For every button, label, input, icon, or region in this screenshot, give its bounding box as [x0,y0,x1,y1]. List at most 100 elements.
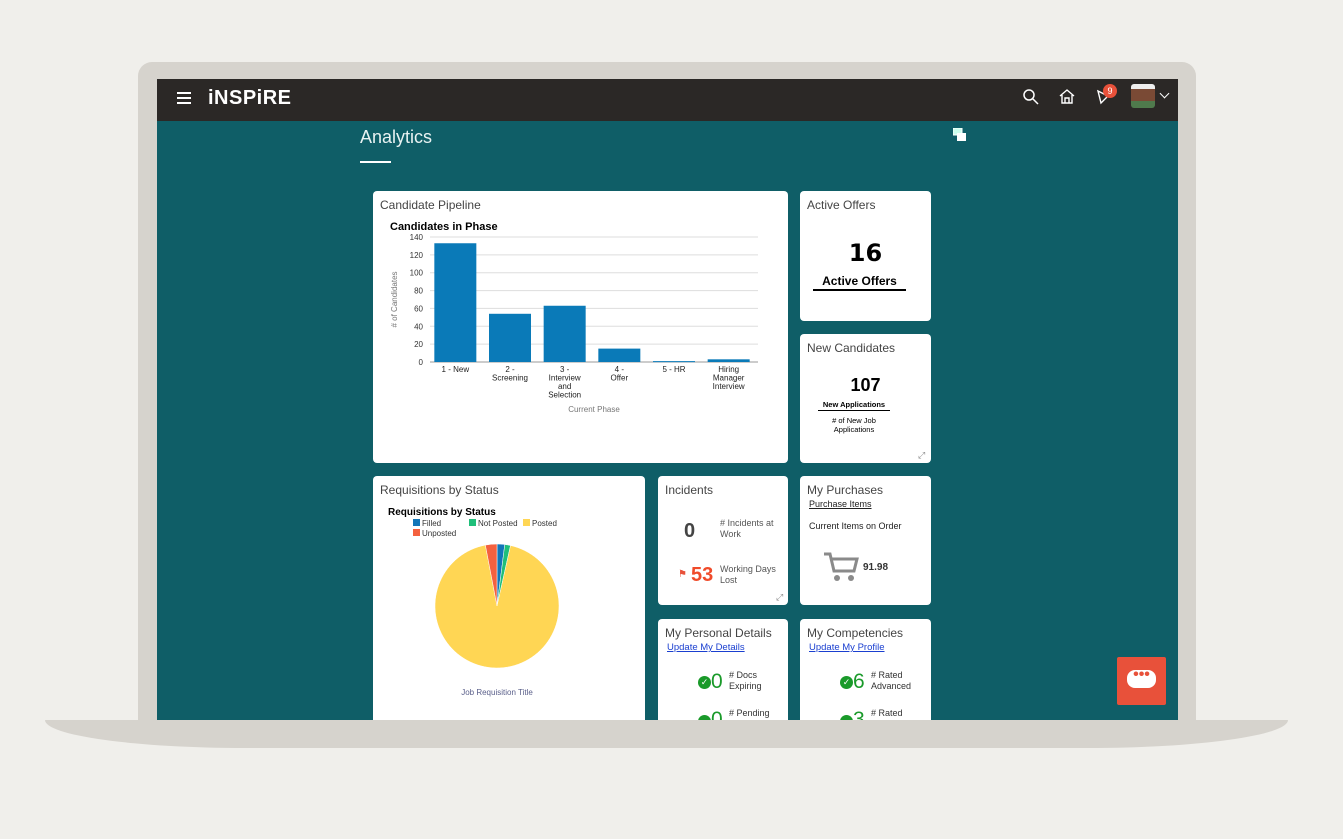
requisitions-card[interactable]: Requisitions by Status Requisitions by S… [373,476,645,720]
card-title: My Purchases [807,483,884,497]
check-icon [840,715,853,720]
competencies-card[interactable]: My Competencies Update My Profile ✓ 6 # … [800,619,931,720]
days-lost-label: Working Days Lost [720,564,776,585]
y-tick-label: 40 [414,322,423,331]
check-icon [698,715,711,720]
avatar[interactable] [1131,84,1155,108]
card-title: Incidents [665,483,714,497]
rated-advanced-label: # Rated Advanced [871,670,912,691]
x-tick-label: Selection [548,391,581,400]
flag-icon: ⚑ [678,569,687,580]
card-title: Candidate Pipeline [380,198,481,212]
y-tick-label: 120 [410,251,424,260]
incidents-card[interactable]: Incidents 0 # Incidents at Work ⚑ 53 Wor… [658,476,788,605]
x-tick-label: Interview [549,374,581,383]
x-tick-label: Screening [492,374,528,383]
legend-label: Not Posted [478,519,518,528]
personal-details-card[interactable]: My Personal Details Update My Details ✓ … [658,619,788,720]
home-icon[interactable] [1058,88,1076,105]
active-offers-value: 16 [848,239,883,267]
chevron-down-icon[interactable] [1159,88,1170,99]
check-icon: ✓ [698,676,711,689]
bar [434,243,477,362]
menu-icon[interactable] [177,92,191,104]
rated-value: 3 [853,708,865,720]
cart-icon [824,552,859,581]
items-on-order-value: 91.98 [863,562,889,573]
y-tick-label: 80 [414,287,423,296]
docs-expiring-value: 0 [711,670,723,693]
update-details-link[interactable]: Update My Details [667,642,745,653]
x-tick-label: Interview [713,382,745,391]
x-tick-label: Manager [713,374,745,383]
app-logo[interactable]: iNSPiRE [208,87,292,109]
pie-slice [485,543,498,607]
x-tick-label: 1 - New [442,365,470,374]
card-title: My Competencies [807,626,904,640]
legend-swatch [469,519,476,526]
legend-swatch [413,519,420,526]
y-tick-label: 140 [410,233,424,242]
notification-badge: 9 [1103,84,1117,98]
chat-button[interactable]: ••• [1117,657,1166,705]
card-title: Active Offers [807,198,876,212]
page-title: Analytics [360,127,433,147]
expand-icon[interactable]: ⤢ [776,592,784,602]
screen: iNSPiRE 9 Analytics Candidate Pipeline C… [157,79,1178,720]
y-tick-label: 0 [419,358,424,367]
x-tick-label: 5 - HR [662,365,685,374]
purchase-items-link[interactable]: Purchase Items [809,499,872,509]
card-title: My Personal Details [665,626,772,640]
chart-title: Candidates in Phase [390,221,498,233]
active-offers-label[interactable]: Active Offers [813,274,906,291]
pending-value: 0 [711,708,723,720]
update-profile-link[interactable]: Update My Profile [809,642,885,653]
incidents-label: # Incidents at Work [720,518,774,539]
layout-icon[interactable] [953,128,967,142]
y-axis-label: # of Candidates [390,271,399,327]
legend-swatch [523,519,530,526]
candidates-bar-chart: Candidates in Phase 0 20 40 60 80 100 120 140 # o… [390,221,758,414]
new-candidates-sublabel: # of New Job Applications [832,416,876,434]
check-icon: ✓ [840,676,853,689]
y-tick-label: 100 [410,269,424,278]
bar [707,359,750,362]
x-tick-label: Hiring [718,365,739,374]
x-tick-label: 4 - [615,365,625,374]
docs-expiring-label: # Docs Expiring [729,670,762,691]
title-underline [360,161,391,163]
my-purchases-card[interactable]: My Purchases Purchase Items Current Item… [800,476,931,605]
new-candidates-value: 107 [850,375,881,395]
x-axis-label: Current Phase [568,405,620,414]
incidents-value: 0 [684,520,696,542]
pending-label: # Pending [729,708,770,718]
x-axis-label: Job Requisition Title [461,688,533,697]
rated-label: # Rated [871,708,903,718]
candidate-pipeline-card[interactable]: Candidate Pipeline Candidates in Phase 0 2… [373,191,788,463]
items-on-order-label: Current Items on Order [809,521,902,531]
new-applications-label[interactable]: New Applications [818,400,890,411]
legend-swatch [413,529,420,536]
x-tick-label: 2 - [505,365,515,374]
bar [653,361,695,363]
legend-label: Unposted [422,529,456,538]
y-tick-label: 60 [414,304,423,313]
chart-title: Requisitions by Status [388,507,496,518]
x-tick-label: and [558,382,571,391]
x-tick-label: 3 - [560,365,570,374]
bar [598,348,641,362]
card-title: Requisitions by Status [380,483,499,497]
expand-icon[interactable]: ⤢ [918,450,926,460]
pie-slice [434,544,560,669]
legend-label: Filled [422,519,441,528]
days-lost-value: 53 [691,564,714,586]
chat-icon: ••• [1127,667,1156,688]
laptop-base [45,720,1288,748]
active-offers-card[interactable]: Active Offers 16 Active Offers [800,191,931,321]
bar [543,305,586,362]
search-icon[interactable] [1023,89,1039,105]
y-tick-label: 20 [414,340,423,349]
card-title: New Candidates [807,341,896,355]
new-candidates-card[interactable]: New Candidates 107 New Applications # of… [800,334,931,463]
